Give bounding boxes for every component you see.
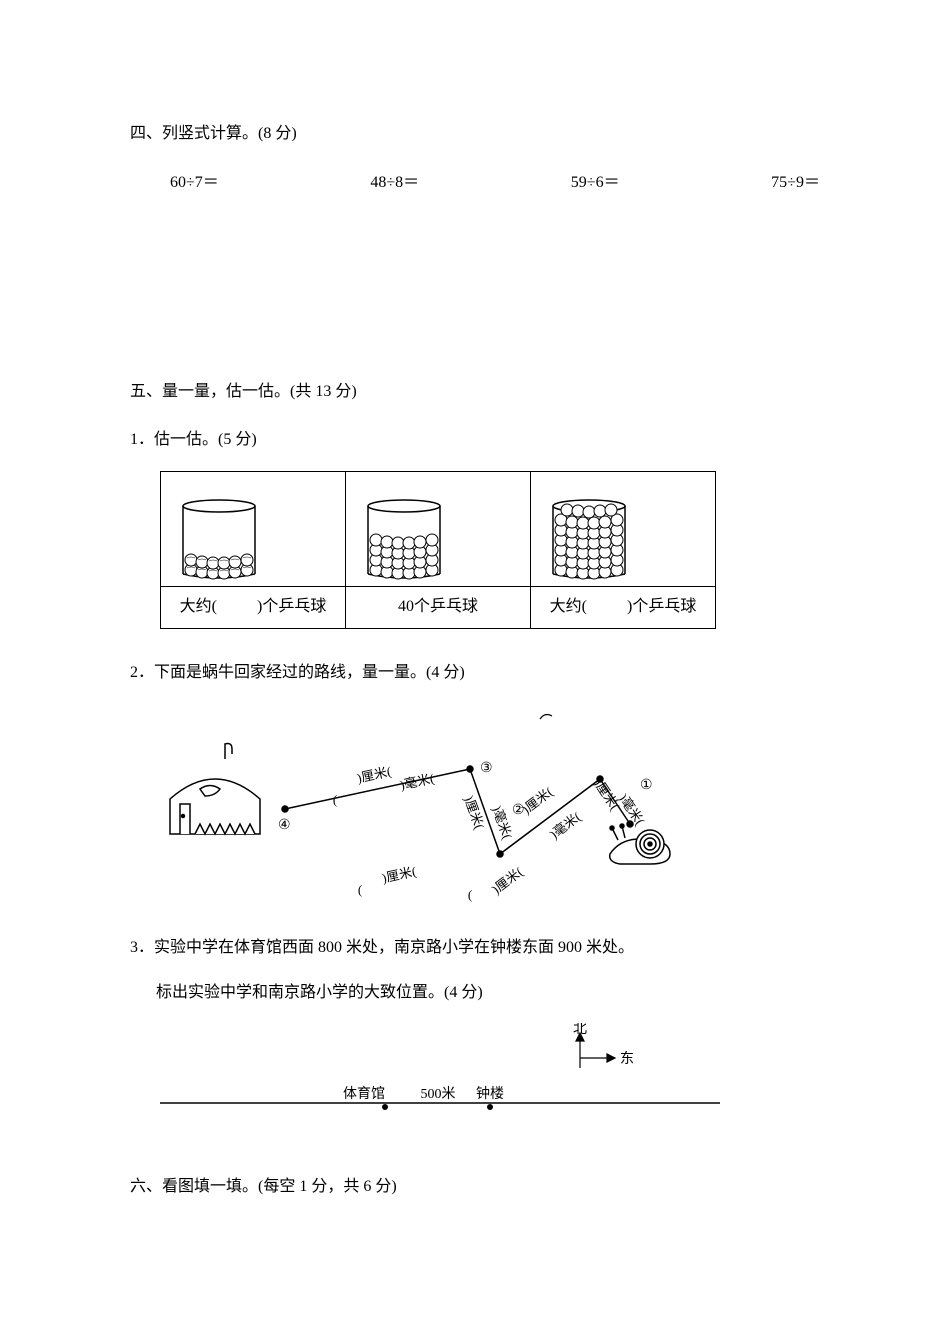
svg-text:体育馆: 体育馆 bbox=[343, 1086, 385, 1102]
svg-text:)厘米(: )厘米( bbox=[356, 763, 393, 785]
map-figure: 北 东 体育馆 500米 钟楼 bbox=[160, 1023, 820, 1123]
svg-text:④: ④ bbox=[278, 818, 291, 833]
svg-text:(: ( bbox=[333, 792, 337, 807]
jar-2-icon bbox=[356, 498, 452, 580]
cell3-blank bbox=[591, 598, 623, 615]
estimate-cell-1: 大约( )个乒乓球 bbox=[161, 587, 346, 629]
jar-cell-1 bbox=[161, 472, 346, 587]
svg-text:)厘米(: )厘米( bbox=[591, 776, 623, 813]
problem-3: 59÷6＝ bbox=[571, 169, 620, 198]
jar-cell-2 bbox=[346, 472, 531, 587]
problem-4: 75÷9＝ bbox=[771, 169, 820, 198]
jar-1-icon bbox=[171, 498, 267, 580]
cell1-suffix: )个乒乓球 bbox=[257, 598, 326, 615]
svg-text:500米: 500米 bbox=[421, 1086, 456, 1102]
q2-title: 2．下面是蜗牛回家经过的路线，量一量。(4 分) bbox=[130, 659, 820, 688]
jar-3-icon bbox=[541, 498, 637, 580]
svg-text:(: ( bbox=[358, 882, 362, 897]
map-icon: 北 东 体育馆 500米 钟楼 bbox=[160, 1023, 720, 1123]
svg-text:)厘米(: )厘米( bbox=[489, 864, 526, 897]
jar-cell-3 bbox=[531, 472, 716, 587]
cell3-prefix: 大约( bbox=[550, 598, 587, 615]
snail-path-icon: )厘米( )毫米( ( )厘米( )毫米( )厘米( )毫米( )厘米( )毫米… bbox=[160, 704, 680, 904]
problem-1: 60÷7＝ bbox=[170, 169, 219, 198]
problem-2: 48÷8＝ bbox=[370, 169, 419, 198]
estimate-cell-3: 大约( )个乒乓球 bbox=[531, 587, 716, 629]
section-four-problems: 60÷7＝ 48÷8＝ 59÷6＝ 75÷9＝ bbox=[130, 169, 820, 198]
svg-text:)厘米(: )厘米( bbox=[461, 793, 487, 831]
q1-title: 1．估一估。(5 分) bbox=[130, 426, 820, 455]
svg-text:)毫米(: )毫米( bbox=[399, 770, 436, 792]
svg-text:钟楼: 钟楼 bbox=[476, 1085, 504, 1102]
estimate-table: 大约( )个乒乓球 40个乒乓球 大约( )个乒乓球 bbox=[160, 471, 716, 629]
svg-text:③: ③ bbox=[480, 761, 493, 776]
cell1-blank bbox=[221, 598, 253, 615]
svg-text:北: 北 bbox=[573, 1023, 587, 1037]
svg-text:②: ② bbox=[512, 803, 525, 818]
svg-text:①: ① bbox=[640, 778, 653, 793]
cell3-suffix: )个乒乓球 bbox=[627, 598, 696, 615]
section-four-title: 四、列竖式计算。(8 分) bbox=[130, 120, 820, 149]
section-five-title: 五、量一量，估一估。(共 13 分) bbox=[130, 378, 820, 407]
estimate-cell-2: 40个乒乓球 bbox=[346, 587, 531, 629]
svg-text:(: ( bbox=[468, 887, 472, 902]
q3-line2: 标出实验中学和南京路小学的大致位置。(4 分) bbox=[130, 979, 820, 1008]
cell1-prefix: 大约( bbox=[180, 598, 217, 615]
svg-text:)厘米(: )厘米( bbox=[381, 863, 418, 885]
svg-text:东: 东 bbox=[620, 1051, 634, 1067]
section-six-title: 六、看图填一填。(每空 1 分，共 6 分) bbox=[130, 1173, 820, 1202]
q3-line1: 3．实验中学在体育馆西面 800 米处，南京路小学在钟楼东面 900 米处。 bbox=[130, 934, 820, 963]
snail-path-figure: )厘米( )毫米( ( )厘米( )毫米( )厘米( )毫米( )厘米( )毫米… bbox=[160, 704, 820, 904]
